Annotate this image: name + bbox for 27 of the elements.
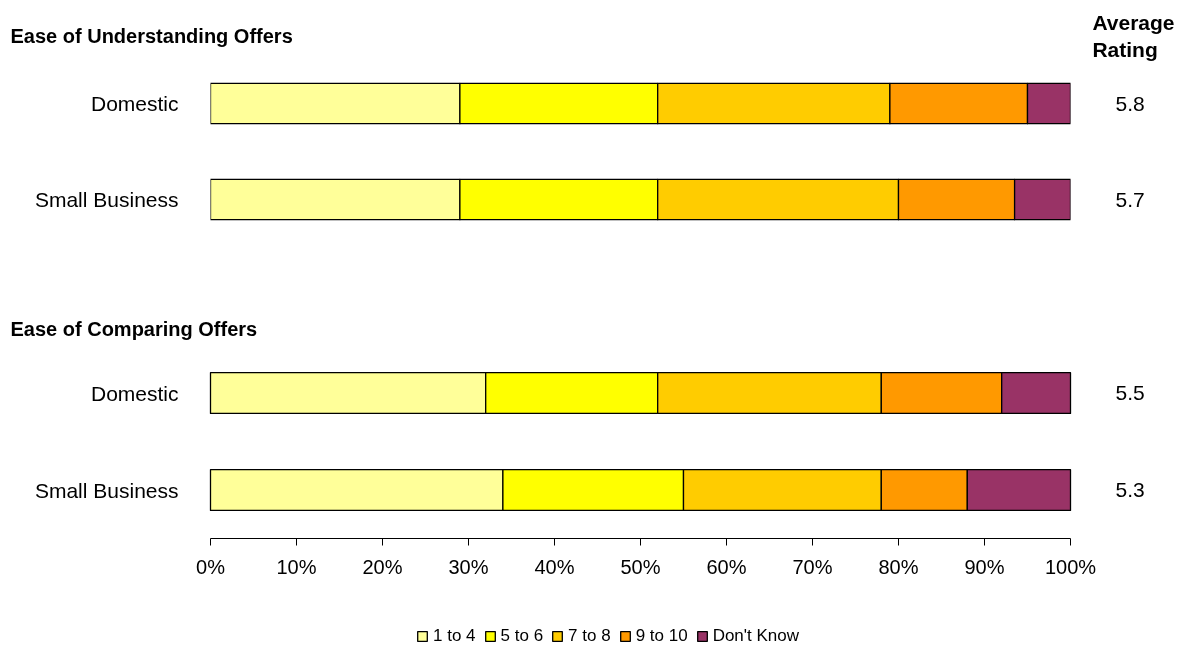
legend-label: 5 to 6 [500,626,544,646]
x-tick-label: 70% [792,555,833,578]
y-tick-label: Domestic [90,381,179,405]
x-tick-label: 50% [620,555,661,578]
x-tick-label: 40% [534,555,575,578]
x-tick-label: 60% [706,555,747,578]
x-tick-label: 90% [964,555,1005,578]
x-tick-label: 80% [878,555,919,578]
y-tick-label: Small Business [34,478,179,502]
text: 5.7 [1115,187,1145,211]
y-tick-label: Small Business [34,188,179,211]
legend-label: 7 to 8 [568,626,611,646]
x-tick-label: 30% [448,555,489,578]
x-tick-label: 10% [276,555,317,578]
x-tick-label: 20% [362,555,403,578]
y-tick-label: Domestic [90,92,179,115]
chart-title: Ease of Understanding Offers [10,24,293,47]
text: 5.3 [1115,478,1145,502]
legend-label: 9 to 10 [635,626,688,646]
x-tick-label: 0% [196,555,226,578]
legend-label: Don't Know [712,626,800,646]
text: 5.5 [1115,381,1145,405]
text: 5.8 [1115,91,1145,115]
legend-label: 1 to 4 [433,626,476,646]
text: Average Rating [1092,10,1175,62]
x-tick-label: 100% [1044,555,1097,578]
chart-title: Ease of Comparing Offers [10,317,258,340]
